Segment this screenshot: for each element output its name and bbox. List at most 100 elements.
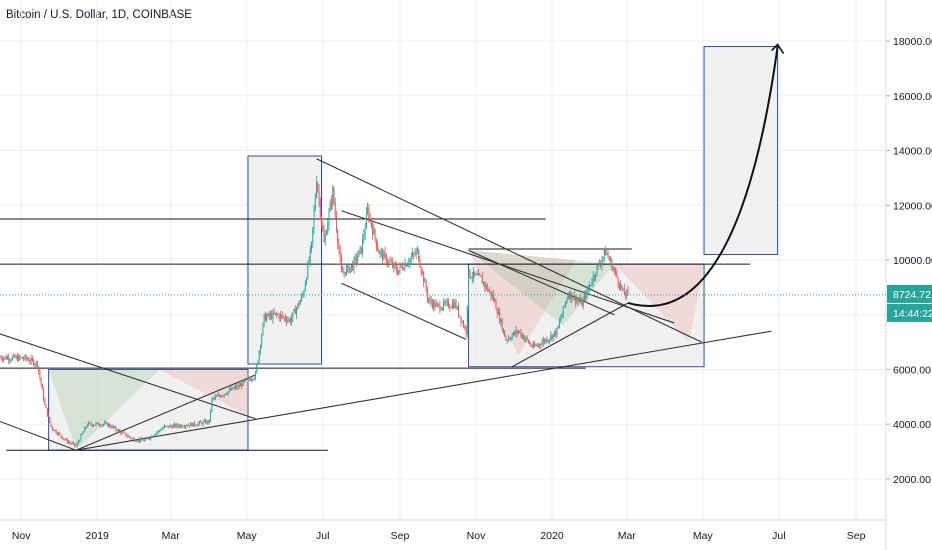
candle-body	[132, 438, 134, 440]
candle	[537, 343, 539, 348]
candle	[571, 292, 573, 304]
candle	[252, 378, 254, 382]
candle	[299, 299, 301, 305]
candle	[102, 423, 104, 427]
candle	[367, 202, 369, 216]
candle	[180, 424, 182, 429]
candle-body	[167, 425, 169, 428]
candle	[165, 425, 167, 428]
time-tick-label: Mar	[162, 530, 181, 542]
candle-body	[339, 250, 341, 258]
candle	[468, 268, 470, 310]
candle	[331, 195, 332, 211]
candle	[601, 256, 603, 271]
candle-body	[240, 383, 241, 387]
candle	[192, 422, 194, 427]
candle-body	[7, 357, 8, 360]
range-box	[703, 46, 779, 256]
candle-body	[349, 267, 351, 273]
candle-body	[600, 264, 602, 266]
candle-body	[332, 187, 334, 204]
candle	[596, 265, 598, 277]
red-wedge	[159, 369, 248, 416]
candle-body	[343, 272, 345, 274]
candle-body	[238, 385, 240, 387]
candle-body	[268, 313, 270, 317]
candle-body	[532, 344, 534, 347]
candle	[99, 423, 101, 428]
candle	[524, 334, 526, 343]
candle	[389, 256, 391, 263]
candle	[405, 262, 407, 268]
candle-body	[531, 345, 533, 347]
candle	[439, 300, 441, 314]
candle-body	[272, 312, 274, 319]
price-tick-label: 14000.00	[893, 146, 932, 158]
candle	[238, 382, 240, 389]
candle-body	[203, 420, 205, 422]
candle-body	[470, 277, 472, 278]
candle-body	[324, 234, 326, 243]
candle-body	[140, 438, 142, 442]
candle	[597, 261, 599, 270]
candle	[505, 334, 507, 342]
candle	[54, 429, 56, 432]
candle-body	[86, 425, 88, 428]
candle-body	[318, 190, 320, 200]
candle-body	[233, 387, 235, 390]
candle	[539, 343, 541, 349]
candle	[525, 336, 527, 343]
candle-body	[465, 327, 467, 334]
candle-body	[156, 432, 158, 434]
candle	[60, 434, 62, 439]
candle-body	[389, 260, 391, 262]
candle	[370, 218, 372, 229]
candle	[230, 387, 232, 391]
candle-body	[414, 253, 416, 255]
candle-body	[142, 440, 144, 442]
candle	[399, 262, 401, 275]
candle	[210, 409, 212, 423]
candle-body	[384, 252, 386, 255]
candle	[424, 277, 426, 283]
candle-body	[177, 424, 179, 427]
candle	[449, 303, 451, 312]
candle-body	[80, 434, 82, 441]
candle	[590, 284, 592, 287]
candle-body	[192, 422, 194, 427]
candle-body	[306, 278, 308, 284]
candle-body	[137, 439, 139, 442]
candle-body	[519, 331, 521, 333]
candle	[489, 286, 491, 294]
candle-body	[69, 442, 71, 443]
candle	[328, 207, 330, 231]
candle	[187, 423, 189, 427]
candle	[49, 416, 51, 424]
price-tick-label: 2000.00	[893, 474, 931, 486]
candle	[602, 256, 604, 267]
candle-body	[91, 424, 93, 426]
candle-body	[186, 425, 188, 427]
candle	[126, 433, 128, 438]
candle	[134, 437, 136, 443]
candle	[139, 439, 141, 443]
candle	[490, 291, 492, 301]
candle	[205, 418, 207, 425]
candle-body	[257, 360, 259, 366]
candle-body	[539, 344, 541, 346]
candle-body	[196, 425, 198, 427]
candle-body	[145, 438, 147, 441]
candle-body	[337, 230, 339, 244]
candle	[586, 285, 588, 301]
candle-body	[617, 277, 619, 284]
candle	[127, 434, 129, 437]
candle	[353, 256, 355, 275]
candle	[141, 436, 143, 441]
candle	[245, 379, 246, 382]
time-tick-label: Sep	[391, 530, 410, 542]
price-tick-label: 16000.00	[893, 91, 932, 103]
candle	[84, 426, 86, 432]
candle	[140, 436, 142, 443]
candle	[481, 271, 483, 284]
